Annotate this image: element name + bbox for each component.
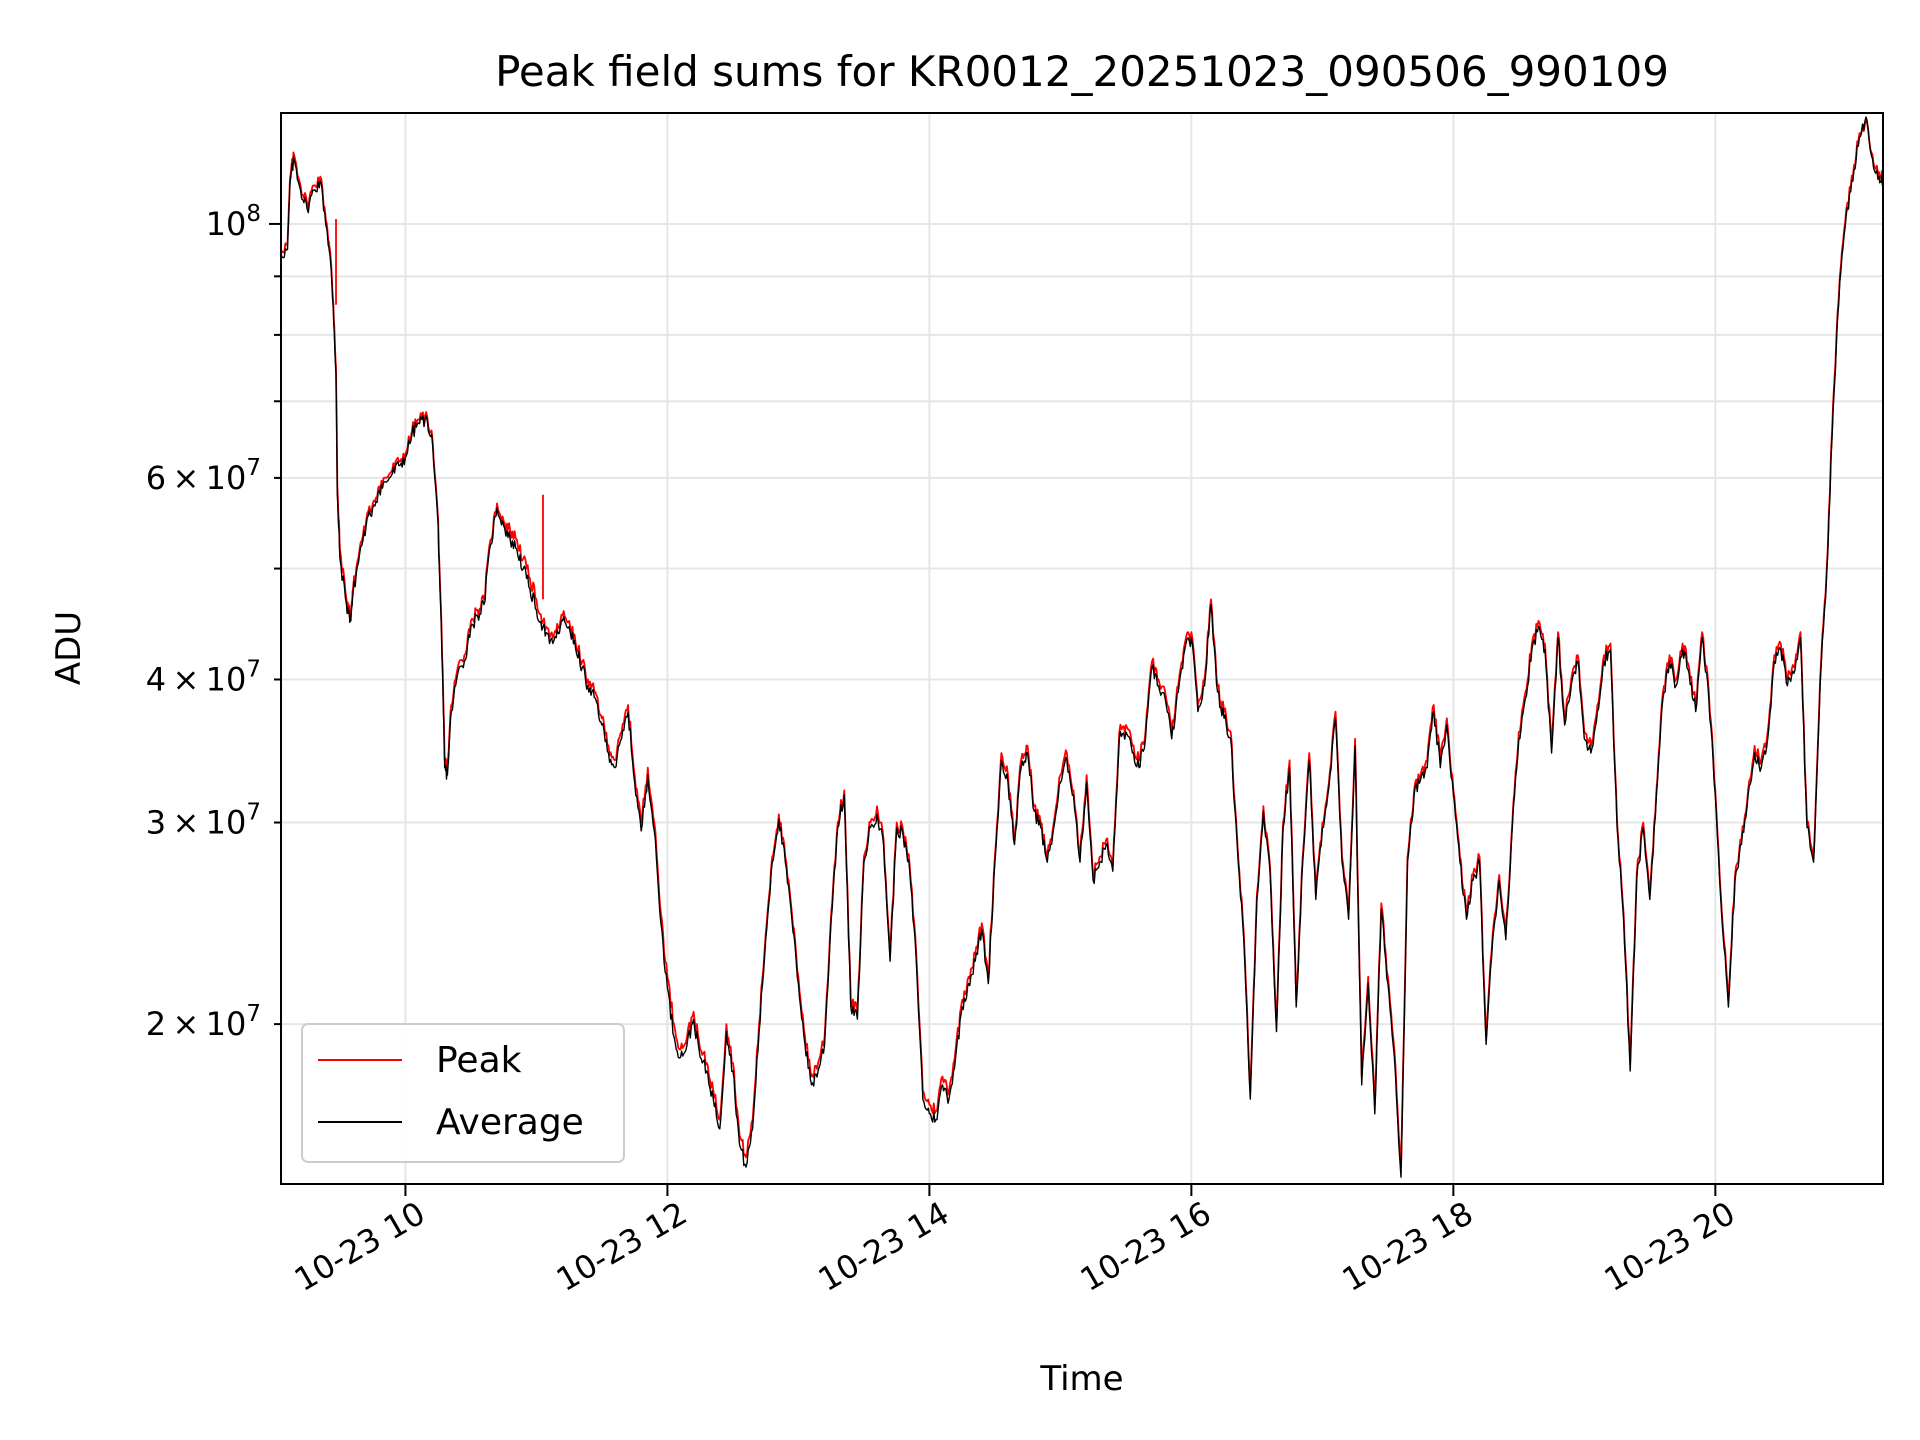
legend-label-peak: Peak (436, 1040, 522, 1081)
plot-frame (280, 112, 1884, 1185)
legend: Peak Average (301, 1023, 625, 1163)
y-axis-label: ADU (49, 611, 89, 685)
y-tick-label: 4 × 107 (146, 656, 261, 698)
y-tick-label: 108 (206, 201, 261, 243)
y-tick-label: 2 × 107 (146, 1001, 261, 1043)
y-tick-label: 3 × 107 (146, 800, 261, 842)
series-layer (281, 116, 1883, 1178)
y-axis: 108 2 × 107 3 × 107 4 × 107 6 × 107 (146, 201, 281, 1043)
x-axis-label: Time (1039, 1359, 1123, 1399)
series-line-peak (281, 120, 1883, 1168)
legend-label-average: Average (436, 1102, 584, 1143)
series-line-average (281, 116, 1883, 1178)
legend-box (301, 1023, 625, 1163)
chart-title: Peak field sums for KR0012_20251023_0905… (495, 47, 1669, 96)
y-tick-label: 6 × 107 (146, 455, 261, 497)
